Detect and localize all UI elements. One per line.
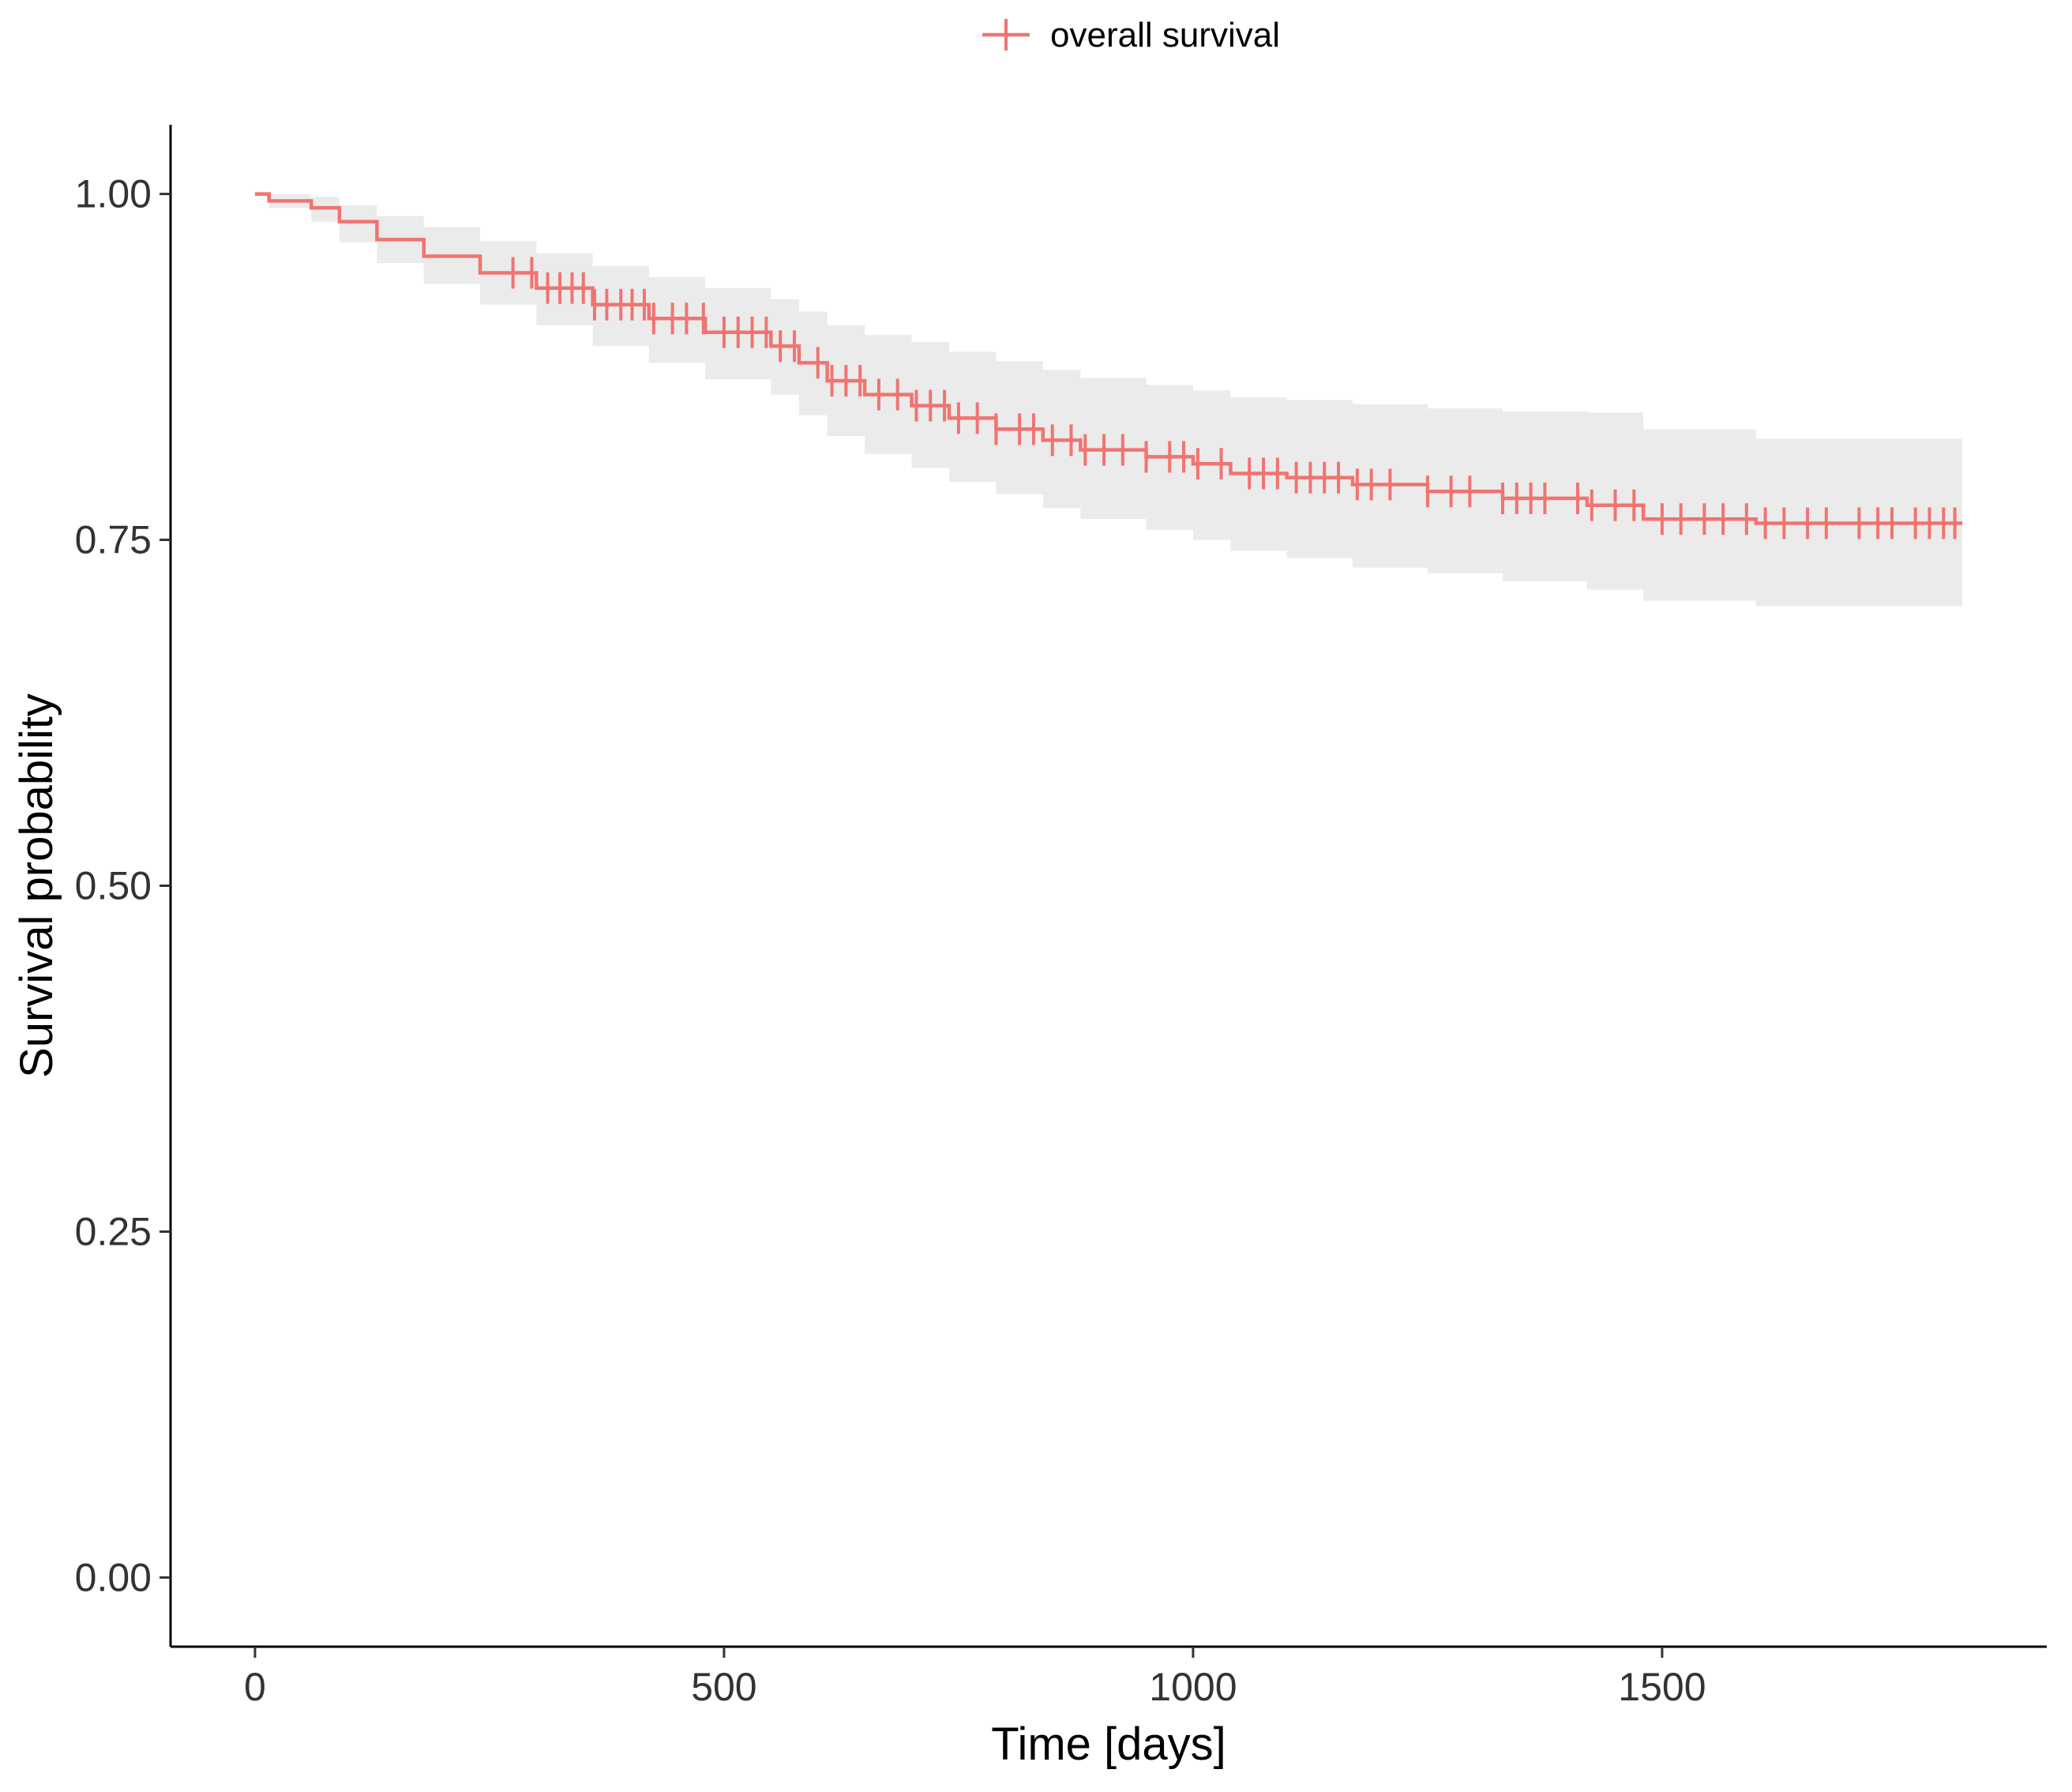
y-axis-title: Survival probability	[11, 693, 62, 1078]
x-axis-title: Time [days]	[991, 1719, 1226, 1770]
axes-layer	[169, 125, 2047, 1648]
x-tick-label: 1500	[1618, 1665, 1706, 1709]
x-tick-label: 1000	[1149, 1665, 1237, 1709]
x-tick-label: 0	[244, 1665, 266, 1709]
y-tick-label: 0.00	[75, 1555, 152, 1599]
y-tick-label: 1.00	[75, 172, 152, 216]
y-tick-label: 0.50	[75, 864, 152, 908]
x-axis-ticks: 0 500 1000 1500	[244, 1647, 1706, 1709]
censor-marks-layer	[511, 257, 1957, 539]
confidence-band-layer	[254, 193, 1963, 607]
legend-label: overall survival	[1050, 16, 1280, 54]
y-tick-label: 0.25	[75, 1209, 152, 1253]
y-tick-label: 0.75	[75, 518, 152, 562]
legend: overall survival	[982, 16, 1280, 54]
y-axis-ticks: 0.00 0.25 0.50 0.75 1.00	[75, 172, 171, 1599]
confidence-band	[254, 193, 1963, 607]
x-tick-label: 500	[691, 1665, 756, 1709]
